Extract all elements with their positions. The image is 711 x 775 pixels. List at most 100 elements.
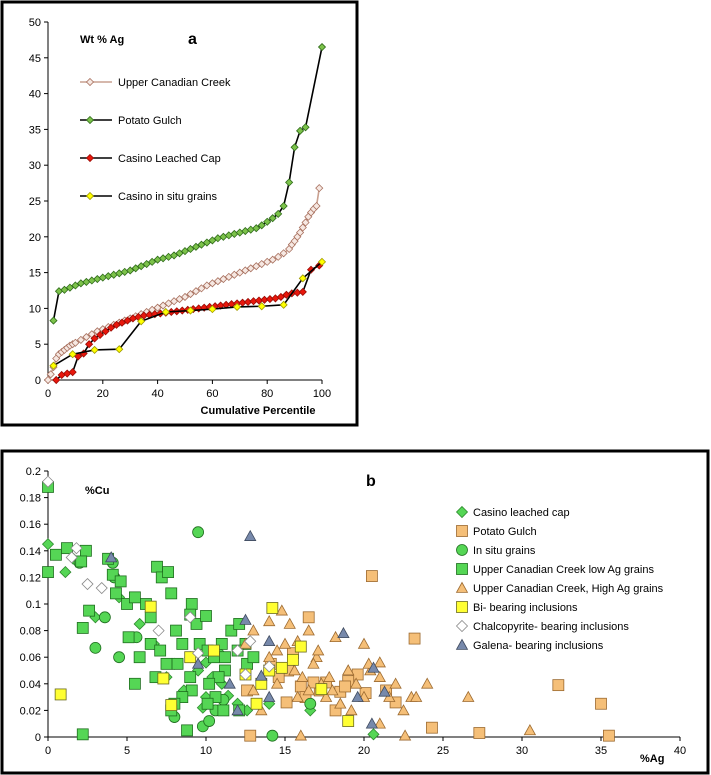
panel-b-legend-label: Galena- bearing inclusions [473,640,604,652]
panel-b-bi-bearing-inclusions-point [266,602,279,614]
panel-a-upper-canadian-creek-point [159,301,168,310]
panel-a-casino-leached-cap-point [95,330,105,339]
panel-b-bi-bearing-inclusions-point [165,699,178,711]
panel-b-bi-bearing-inclusions-point [144,600,157,613]
panel-a-upper-canadian-creek-point [153,303,162,312]
panel-a-x-tick-label: 100 [313,388,331,400]
panel-b-upper-canadian-creek-low-ag-grains-point [50,548,62,561]
panel-b-galena-bearing-inclusions-point [365,717,379,729]
panel-a-casino-leached-cap-point [112,320,121,329]
panel-b-legend-marker [455,581,469,593]
panel-b-x-tick-label: 25 [437,745,449,757]
panel-b-upper-canadian-creek-low-ag-grains-point [209,691,222,703]
panel-b-legend-item-bi-bearing-inclusions: Bi- bearing inclusions [456,601,578,614]
panel-b-upper-canadian-creek-high-ag-grains-point [275,604,289,616]
panel-b-y-tick-label: 0.06 [20,652,41,664]
panel-a-potato-gulch-point [148,257,157,266]
panel-b-upper-canadian-creek-low-ag-grains-point [76,728,89,741]
panel-b-casino-leached-cap-point [367,728,380,741]
panel-a-legend-marker [85,77,95,87]
panel-b-chalcopyrite-bearing-inclusions-point [239,668,252,681]
panel-b-upper-canadian-creek-high-ag-grains-point [302,624,315,636]
panel-b-plot-area: 0 5 10 15 20 25 30 35 40 0 0.02 0.04 0.06 0.08 0.1 0.12… [20,466,687,757]
panel-a-x-tick-label: 20 [97,388,109,400]
panel-a-chart: 0 20 40 60 80 100 0 5 10 15 20 25 30 35 40 45 50 Upper Ca… [0,0,359,427]
panel-a-potato-gulch-point [317,42,327,52]
panel-b-legend-item-in-situ-grains: In situ grains [456,544,536,557]
panel-b-upper-canadian-creek-low-ag-grains-point [185,684,198,697]
panel-b-potato-gulch-point [294,680,307,693]
panel-a-legend-label: Casino in situ grains [118,191,218,203]
panel-b-bi-bearing-inclusions-point [207,644,220,657]
panel-a-potato-gulch-point [252,224,261,233]
panel-b-x-tick-label: 5 [124,745,130,757]
panel-b-upper-canadian-creek-low-ag-grains-point [76,622,89,634]
panel-b-legend-marker [456,563,468,575]
panel-b-x-tick-label: 0 [45,745,51,757]
panel-b-upper-canadian-creek-low-ag-grains-point [219,651,231,664]
panel-b-upper-canadian-creek-low-ag-grains-point [190,618,203,630]
panel-a-potato-gulch-point [180,247,190,256]
panel-b-y-tick-label: 0.12 [20,572,41,584]
panel-a-upper-canadian-creek-point [164,299,173,308]
panel-a-y-tick-label: 35 [29,124,41,136]
panel-b-legend-item-galena-bearing-inclusions: Galena- bearing inclusions [455,638,604,652]
panel-a-casino-in-situ-grains-point [161,307,170,317]
panel-b-upper-canadian-creek-high-ag-grains-point [312,644,325,656]
panel-a-upper-canadian-creek-point [224,272,233,281]
panel-b-y-tick-label: 0.2 [26,466,41,478]
panel-b-upper-canadian-creek-low-ag-grains-point [201,697,214,710]
panel-b-potato-gulch-point [389,696,402,709]
panel-b-upper-canadian-creek-low-ag-grains-point [217,704,230,717]
panel-b-label: b [366,473,376,490]
panel-b-casino-leached-cap-point [59,566,72,579]
panel-a-potato-gulch-point [274,209,283,218]
panel-a-frame [0,0,359,427]
panel-b-x-tick-label: 30 [516,745,528,757]
panel-a-upper-canadian-creek-point [82,332,91,342]
panel-a-upper-canadian-creek-point [197,284,206,293]
panel-a-potato-gulch-point [268,214,277,223]
panel-a-legend-marker [85,115,95,125]
panel-b-upper-canadian-creek-high-ag-grains-point [307,657,320,669]
panel-a-potato-gulch-point [208,236,217,245]
panel-b-legend-item-chalcopyrite-bearing-inclusions: Chalcopyrite- bearing inclusions [455,619,629,633]
panel-a-legend-item-potato-gulch: Potato Gulch [80,115,182,127]
panel-b-galena-bearing-inclusions-point [239,613,252,625]
panel-a-upper-canadian-creek-point [208,279,217,288]
panel-b-bi-bearing-inclusions-point [315,683,328,696]
panel-b-bi-bearing-inclusions-point [184,651,197,664]
panel-a-y-tick-label: 50 [29,17,41,29]
panel-a-y-tick-label: 30 [29,160,41,172]
panel-b-y-tick-label: 0.16 [20,519,41,531]
panel-a-casino-in-situ-grains-point [232,302,242,312]
panel-b-series-upper-canadian-creek-high-ag-grains [239,604,537,741]
panel-b-y-tick-label: 0 [35,732,41,744]
panel-a-series-potato-gulch [49,42,327,325]
panel-b-casino-leached-cap-point [41,538,55,551]
panel-b-upper-canadian-creek-low-ag-grains-point [75,555,88,568]
panel-b-upper-canadian-creek-high-ag-grains-point [296,670,309,682]
panel-b-upper-canadian-creek-high-ag-grains-point [389,677,402,689]
panel-b-upper-canadian-creek-low-ag-grains-point [181,724,193,737]
panel-a-upper-canadian-creek-point [246,264,255,273]
panel-b-legend-marker [455,638,469,650]
panel-b-in-situ-grains-point [98,611,111,624]
panel-b-in-situ-grains-point [89,641,102,654]
panel-a-legend-label: Potato Gulch [118,115,182,127]
panel-a-casino-in-situ-grains-point [137,317,146,326]
panel-a-casino-in-situ-grains-point [279,300,288,309]
panel-b-upper-canadian-creek-low-ag-grains-point [219,664,231,677]
panel-a-upper-canadian-creek-point [257,259,266,269]
panel-b-legend-item-casino-leached-cap: Casino leached cap [455,505,570,519]
panel-b-bi-bearing-inclusions-point [250,697,263,710]
panel-a-upper-canadian-creek-point [219,274,228,284]
panel-a-upper-canadian-creek-point [301,218,310,227]
panel-b-upper-canadian-creek-low-ag-grains-point [225,624,238,637]
panel-b-upper-canadian-creek-high-ag-grains-point [373,670,386,682]
panel-b-potato-gulch-point [595,697,607,710]
panel-a-upper-canadian-creek-point [241,266,250,275]
panel-b-upper-canadian-creek-high-ag-grains-point [397,704,410,716]
panel-a-potato-gulch-point [197,240,206,249]
panel-a-potato-gulch-point [296,126,305,135]
